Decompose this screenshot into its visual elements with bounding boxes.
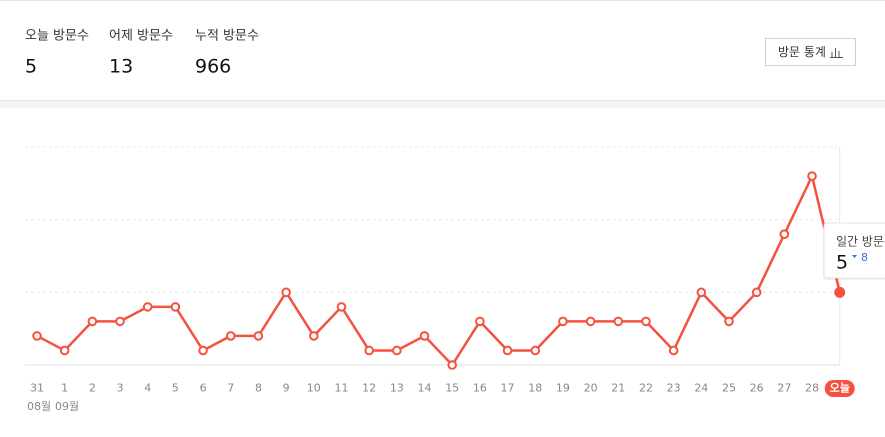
stat-label: 오늘 방문수 — [25, 29, 89, 44]
x-tick-label: 5 — [172, 382, 179, 395]
point — [309, 331, 319, 341]
x-tick-label: 27 — [777, 382, 791, 395]
point — [585, 316, 596, 327]
stat-value: 13 — [109, 56, 133, 78]
button-icon — [830, 48, 843, 58]
point — [198, 345, 208, 356]
tooltip-title: 일간 방문수 — [836, 235, 885, 249]
point — [142, 302, 153, 312]
point — [530, 345, 541, 356]
chart: 31 1 2 3 4 5 6 7 8 9 10 11 12 13 14 15 16 17 18 19 20 21 22 23 2… — [25, 146, 885, 413]
x-tick-label: 13 — [390, 382, 404, 395]
tooltip-box — [823, 222, 885, 279]
point — [779, 229, 790, 239]
point — [751, 287, 762, 298]
x-tick-label: 23 — [667, 382, 681, 395]
stats: 오늘 방문수 5 어제 방문수 13 누적 방문수 966 — [25, 29, 259, 78]
x-tick-label: 9 — [283, 382, 290, 395]
x-tick-label: 21 — [611, 382, 625, 395]
stat-value: 966 — [195, 56, 231, 78]
x-tick-label: 17 — [501, 382, 515, 395]
x-tick-label: 25 — [722, 382, 736, 395]
divider — [0, 100, 885, 108]
point — [724, 316, 734, 327]
x-tick-label: 11 — [334, 382, 348, 395]
x-tick-label: 오늘 — [830, 382, 850, 395]
tooltip: 일간 방문수 58 — [823, 222, 885, 280]
x-tick-label: 15 — [445, 382, 459, 395]
point — [502, 345, 513, 356]
point — [834, 286, 846, 298]
point — [170, 302, 181, 312]
point — [668, 345, 679, 356]
x-tick-label: 24 — [694, 382, 708, 395]
point — [115, 316, 125, 327]
tooltip-value: 5 — [836, 252, 848, 274]
series-line — [36, 172, 841, 368]
point — [447, 360, 458, 370]
x-tick-label: 20 — [584, 382, 598, 395]
button-box[interactable] — [765, 38, 856, 66]
point — [253, 331, 264, 341]
point — [281, 287, 291, 298]
x-tick-label: 19 — [556, 382, 570, 395]
stat-label: 어제 방문수 — [109, 29, 173, 44]
x-tick-label: 14 — [418, 382, 432, 395]
point — [475, 316, 485, 327]
x-tick-label: 18 — [528, 382, 542, 395]
point — [392, 345, 402, 356]
x-tick-label: 7 — [227, 382, 234, 395]
point — [641, 316, 651, 327]
month-label: 08월 — [27, 400, 51, 413]
stat-label: 누적 방문수 — [195, 29, 259, 44]
today-badge — [824, 380, 855, 397]
point — [336, 302, 347, 312]
tooltip-change: 8 — [861, 251, 868, 264]
x-tick-label: 16 — [473, 382, 487, 395]
button-label[interactable]: 방문 통계 — [778, 45, 826, 59]
x-tick-label: 31 — [30, 382, 44, 395]
point — [696, 287, 707, 298]
x-tick-label: 2 — [89, 382, 96, 395]
x-tick-label: 8 — [255, 382, 262, 395]
x-tick-label: 4 — [144, 382, 151, 395]
point — [558, 316, 568, 327]
x-tick-label: 12 — [362, 382, 376, 395]
x-tick-label: 28 — [805, 382, 819, 395]
point — [364, 345, 374, 356]
point — [613, 316, 624, 327]
x-tick-label: 1 — [61, 382, 68, 395]
x-tick-label: 10 — [307, 382, 321, 395]
stats-button[interactable]: 방문 통계 — [765, 38, 856, 66]
stat-value: 5 — [25, 56, 37, 78]
point — [59, 345, 70, 356]
x-tick-label: 22 — [639, 382, 653, 395]
point — [87, 316, 98, 327]
down-arrow — [852, 255, 857, 258]
point — [32, 331, 42, 341]
x-tick-label: 6 — [200, 382, 207, 395]
x-tick-label: 26 — [750, 382, 764, 395]
month-label: 09월 — [55, 400, 79, 413]
x-tick-label: 3 — [117, 382, 124, 395]
point — [419, 331, 430, 341]
point — [807, 171, 817, 181]
point — [225, 331, 236, 341]
